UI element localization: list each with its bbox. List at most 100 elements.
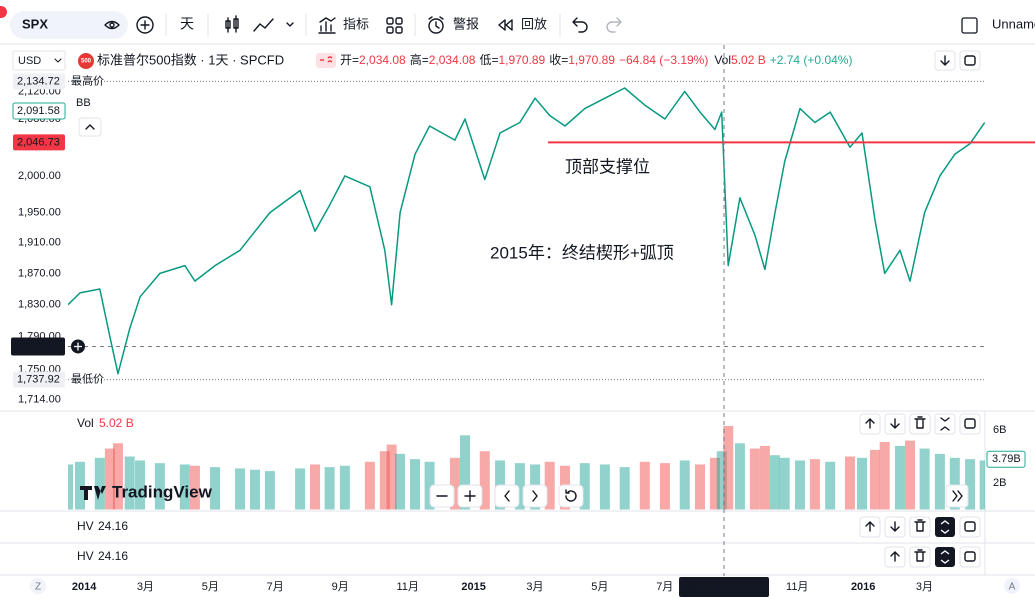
axis-button[interactable]: A xyxy=(1009,582,1016,593)
pane-actions[interactable] xyxy=(859,413,981,435)
currency-select[interactable]: USD xyxy=(12,50,66,71)
hv-name: HV xyxy=(77,519,94,533)
alerts-label[interactable]: 警报 xyxy=(453,16,479,31)
add-symbol-part[interactable] xyxy=(136,16,154,34)
zoom-controls-part[interactable] xyxy=(522,484,548,508)
pane-actions-part[interactable] xyxy=(890,418,900,429)
logo-text: TradingView xyxy=(112,482,213,501)
price-plot xyxy=(68,87,985,375)
replay-button[interactable]: 回放 xyxy=(498,16,547,31)
hv-actions-part[interactable] xyxy=(890,521,900,532)
replay-label[interactable]: 回放 xyxy=(521,16,547,31)
hv-actions-part[interactable] xyxy=(914,519,926,532)
hv-actions-part[interactable] xyxy=(959,546,981,568)
hv-actions-part[interactable] xyxy=(940,550,950,564)
symbol-title: 标准普尔500指数 · 1天 · SPCFD xyxy=(97,52,284,67)
layout-checkbox[interactable] xyxy=(961,17,978,34)
symbol-search[interactable]: SPX xyxy=(10,11,128,39)
zoom-controls-part[interactable] xyxy=(565,489,577,502)
templates-part[interactable] xyxy=(386,26,394,34)
ohlc-values: 开=2,034.08 高=2,034.08 低=1,970.89 收=1,970.89… xyxy=(340,52,852,67)
templates-part[interactable] xyxy=(386,17,394,25)
price-label: 1,737.92 xyxy=(17,374,60,386)
line-tool[interactable] xyxy=(253,18,294,32)
pane-buttons-part[interactable] xyxy=(940,55,950,66)
zoom-controls-part[interactable] xyxy=(504,490,510,502)
templates[interactable] xyxy=(386,17,403,34)
price-label: 2,046.73 xyxy=(17,136,60,148)
undo[interactable] xyxy=(572,17,588,33)
chart-type-part[interactable] xyxy=(225,20,231,29)
volume-bar xyxy=(395,453,406,510)
change: −64.84 (−3.19%) xyxy=(619,53,708,67)
zoom-controls-part[interactable] xyxy=(464,490,476,502)
alerts-button-part[interactable] xyxy=(428,18,444,34)
pane-actions-part[interactable] xyxy=(964,418,976,429)
hv-value: 24.16 xyxy=(98,519,128,533)
volume-bar xyxy=(459,435,470,510)
currency-select-part[interactable] xyxy=(12,50,66,71)
hv-actions-part[interactable] xyxy=(935,517,955,537)
x-tick-label: 2016 xyxy=(851,581,875,593)
add-symbol[interactable] xyxy=(136,16,154,34)
interval[interactable]: 天 xyxy=(180,16,194,32)
chart-type-part[interactable] xyxy=(233,18,239,29)
hv-actions-part[interactable] xyxy=(935,547,955,567)
volume-bar xyxy=(310,464,321,510)
volume-bar xyxy=(879,441,890,510)
indicators-label[interactable]: 指标 xyxy=(343,16,369,31)
hv-actions-part[interactable] xyxy=(865,521,875,532)
hv-actions-part[interactable] xyxy=(964,521,976,532)
pane-actions-part[interactable] xyxy=(934,413,956,435)
line-tool-part[interactable] xyxy=(253,18,274,32)
x-tick-label: 7月 xyxy=(656,581,673,593)
symbol[interactable]: SPX xyxy=(22,16,48,31)
zoom-controls[interactable] xyxy=(429,484,584,508)
replay-button-part[interactable] xyxy=(498,19,513,31)
pane-buttons-part[interactable] xyxy=(964,55,976,66)
pane-buttons-part[interactable] xyxy=(959,50,981,71)
alerts-button-part[interactable] xyxy=(428,16,444,29)
zoom-controls-part[interactable] xyxy=(494,484,520,508)
collapse-button[interactable] xyxy=(78,117,102,137)
hv-actions[interactable] xyxy=(859,516,981,568)
axis-button[interactable]: Z xyxy=(35,582,41,593)
axis-button-bg[interactable] xyxy=(30,578,46,594)
scroll-right[interactable] xyxy=(945,484,969,508)
zoom-controls-part[interactable] xyxy=(532,490,538,502)
line-tool-part[interactable] xyxy=(286,22,294,27)
volume-bar xyxy=(544,461,555,510)
currency-select-part[interactable] xyxy=(54,58,62,63)
volume-bar xyxy=(619,467,630,510)
pane-actions-part[interactable] xyxy=(914,416,926,429)
pane-actions-part[interactable] xyxy=(865,418,875,429)
chart-type[interactable] xyxy=(225,15,239,33)
collapse-button-part[interactable] xyxy=(78,117,102,137)
hv-actions-part[interactable] xyxy=(914,549,926,562)
hv-actions-part[interactable] xyxy=(940,520,950,534)
pane-actions-part[interactable] xyxy=(959,413,981,435)
hv-actions-part[interactable] xyxy=(959,516,981,538)
price-label-name: 最高价 xyxy=(71,73,104,87)
templates-part[interactable] xyxy=(395,17,403,25)
zoom-controls-part[interactable] xyxy=(558,484,584,508)
axis-button-bg[interactable] xyxy=(1004,578,1020,594)
crosshair-add-icon[interactable] xyxy=(74,342,82,351)
collapse-button-part[interactable] xyxy=(85,124,95,130)
layout-name[interactable]: Unname xyxy=(992,16,1035,31)
volume-bar xyxy=(949,457,960,510)
indicators-button-part[interactable] xyxy=(318,17,336,34)
market-status xyxy=(316,53,336,68)
symbol-search-part[interactable] xyxy=(104,20,120,30)
hv-actions-part[interactable] xyxy=(964,551,976,562)
alerts-button[interactable]: 警报 xyxy=(428,16,479,34)
indicators-button[interactable]: 指标 xyxy=(318,16,369,34)
pane-actions-part[interactable] xyxy=(940,417,950,431)
currency[interactable]: USD xyxy=(18,55,41,67)
add-symbol-part[interactable] xyxy=(140,20,150,30)
hv-actions-part[interactable] xyxy=(890,551,900,562)
symbol-search-part[interactable] xyxy=(10,11,128,39)
templates-part[interactable] xyxy=(395,26,403,34)
pane-buttons[interactable] xyxy=(934,50,981,71)
scroll-right-part[interactable] xyxy=(952,490,963,502)
